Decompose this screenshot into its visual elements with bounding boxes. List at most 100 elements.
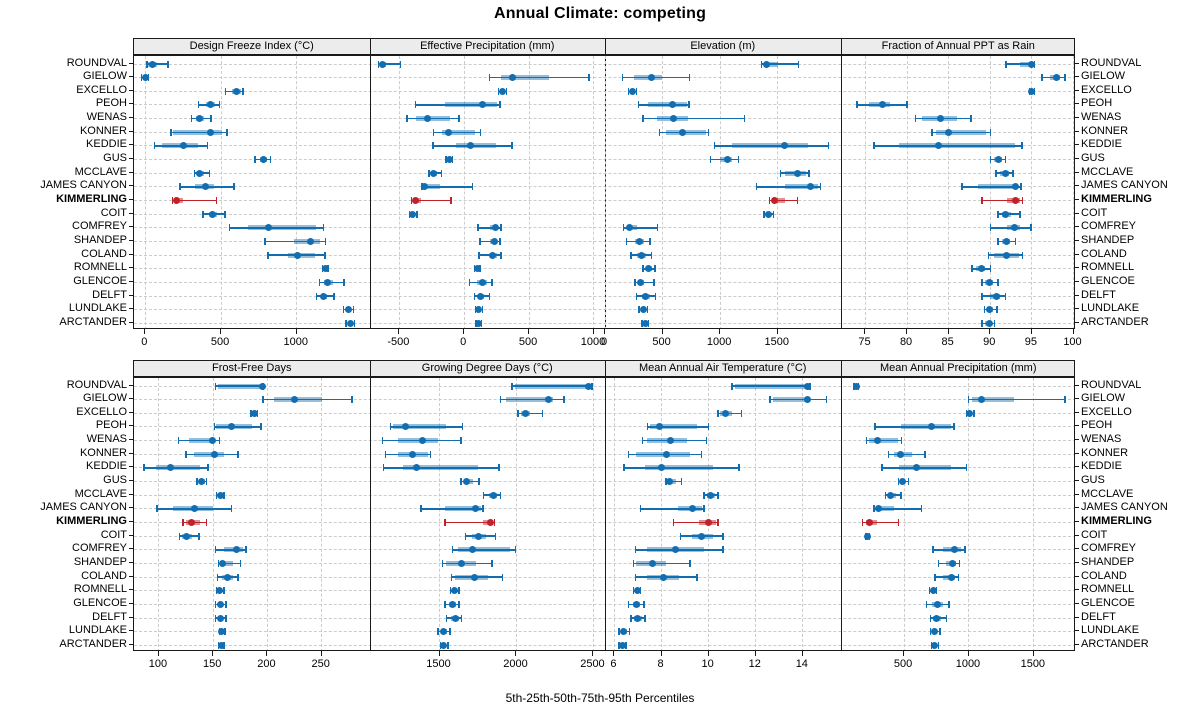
median-dot (707, 491, 715, 499)
grid-v (296, 56, 298, 328)
whisker-cap (428, 169, 430, 177)
whisker-cap (185, 450, 187, 458)
median-dot (217, 491, 225, 499)
median-dot (781, 142, 789, 150)
station-label-right: DELFT (1081, 288, 1116, 301)
median-dot (471, 573, 479, 581)
whisker-cap (887, 450, 890, 458)
whisker-cap (797, 60, 800, 68)
y-tick (1075, 575, 1079, 577)
whisker-cap (353, 319, 356, 327)
whisker-cap (517, 409, 519, 417)
whisker-cap (215, 197, 218, 204)
x-tick (776, 329, 778, 334)
whisker-cap (929, 628, 932, 636)
whisker-cap (1012, 169, 1014, 177)
x-tick (719, 329, 721, 334)
whisker-cap (929, 614, 932, 622)
whisker-cap (345, 319, 347, 327)
x-tick (967, 651, 969, 656)
whisker-cap (228, 224, 231, 232)
y-tick (1075, 130, 1079, 132)
y-tick (1075, 480, 1079, 482)
whisker (666, 480, 682, 483)
y-tick (129, 521, 133, 522)
station-label-right: ROUNDVAL (1081, 56, 1142, 69)
y-tick (129, 253, 133, 255)
whisker-cap (628, 628, 631, 636)
median-dot (149, 60, 157, 68)
median-dot (966, 409, 974, 417)
whisker-cap (995, 169, 997, 177)
station-label-left: DELFT (92, 288, 127, 301)
median-dot (985, 278, 993, 286)
grid-h (134, 63, 1074, 65)
whisker-cap (351, 396, 353, 404)
median-dot (490, 237, 498, 245)
median-dot (1001, 210, 1009, 218)
median-dot (452, 614, 460, 622)
median-dot (451, 587, 459, 595)
whisker-cap (501, 573, 504, 581)
whisker-cap (264, 237, 266, 245)
whisker-cap (267, 251, 269, 259)
whisker-cap (140, 74, 143, 82)
station-label-right: KEDDIE (1081, 460, 1122, 473)
whisker-cap (632, 559, 634, 567)
x-tick-label: 500 (210, 336, 230, 348)
station-label-left: ARCTANDER (59, 315, 127, 328)
x-tick-label: 1000 (706, 336, 732, 348)
iqr-band (936, 129, 987, 135)
median-dot (191, 505, 199, 513)
median-dot (419, 437, 427, 445)
whisker-cap (688, 74, 691, 82)
whisker-cap (473, 292, 476, 300)
station-label-left: LUNDLAKE (68, 624, 127, 637)
iqr-band (403, 465, 478, 471)
y-tick (1075, 548, 1079, 550)
whisker (385, 453, 431, 455)
y-tick (1075, 308, 1079, 310)
station-label-left: COIT (100, 206, 127, 219)
x-tick-label: 500 (893, 658, 913, 670)
whisker-cap (1030, 224, 1032, 232)
y-tick (1075, 507, 1079, 509)
whisker (422, 186, 473, 188)
whisker-cap (957, 573, 960, 581)
median-dot (1010, 224, 1018, 232)
station-label-left: GUS (103, 152, 127, 165)
x-tick-label: 12 (748, 658, 761, 670)
y-tick (1075, 226, 1079, 228)
y-tick (1075, 62, 1079, 64)
median-dot (475, 319, 483, 327)
whisker (932, 131, 991, 133)
whisker-cap (644, 614, 646, 622)
whisker (633, 562, 690, 565)
whisker-cap (997, 210, 999, 218)
whisker-cap (983, 306, 986, 314)
x-tick (438, 651, 440, 656)
x-tick (592, 651, 594, 656)
station-label-left: KEDDIE (86, 460, 127, 473)
whisker-cap (178, 532, 181, 540)
grid-v (158, 378, 160, 650)
whisker-cap (707, 423, 710, 431)
whisker-cap (625, 641, 627, 649)
whisker-cap (987, 251, 990, 259)
median-dot (489, 251, 497, 259)
whisker-cap (989, 128, 992, 136)
median-dot (217, 600, 225, 608)
median-dot (638, 251, 646, 259)
y-tick (129, 185, 133, 187)
median-dot (1011, 183, 1019, 191)
whisker (643, 117, 745, 120)
x-tick-label: 80 (899, 336, 913, 348)
whisker-cap (214, 600, 217, 608)
whisker-cap (722, 532, 724, 540)
x-tick (989, 329, 991, 334)
x-tick-label: 85 (941, 336, 954, 348)
iqr-band (876, 506, 894, 512)
strip-row: Design Freeze Index (°C) Effective Precip… (133, 38, 1075, 55)
whisker-cap (634, 573, 637, 581)
